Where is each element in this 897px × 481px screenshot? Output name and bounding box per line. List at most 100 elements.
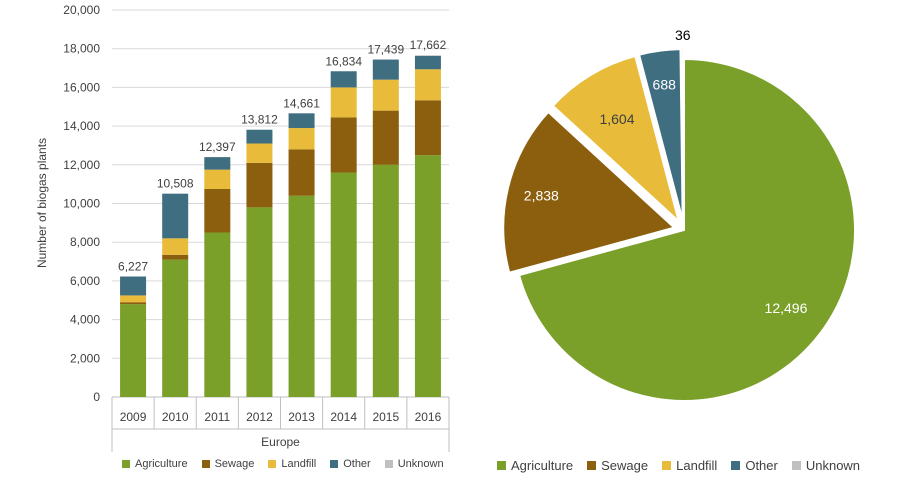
y-tick-label: 18,000 xyxy=(63,42,100,56)
y-tick-label: 20,000 xyxy=(63,3,100,17)
y-tick-label: 4,000 xyxy=(70,313,100,327)
bar-segment-agriculture xyxy=(372,164,399,397)
y-tick-label: 12,000 xyxy=(63,158,100,172)
bar-segment-agriculture xyxy=(162,259,189,397)
bar-segment-other xyxy=(288,113,315,129)
legend-label: Other xyxy=(343,458,371,470)
bar-segment-landfill xyxy=(372,79,399,111)
bar-segment-unknown xyxy=(414,55,441,56)
legend-label: Agriculture xyxy=(135,458,188,470)
bar-total-label: 17,439 xyxy=(367,43,404,57)
bar-segment-other xyxy=(414,55,441,70)
legend-swatch-unknown xyxy=(384,460,393,468)
pie-slice-agriculture xyxy=(517,57,856,402)
pie-data-label-sewage: 2,838 xyxy=(524,187,559,203)
legend-label: Agriculture xyxy=(511,458,574,473)
pie-data-label-other: 688 xyxy=(653,77,677,93)
bar-total-label: 16,834 xyxy=(325,54,362,68)
legend-item-sewage: Sewage xyxy=(587,458,648,473)
bar-segment-other xyxy=(372,59,399,80)
legend-label: Sewage xyxy=(214,458,255,470)
legend-swatch-other xyxy=(330,460,339,468)
bar-segment-sewage xyxy=(330,117,357,173)
legend-label: Unknown xyxy=(397,458,444,470)
bar-segment-landfill xyxy=(414,69,441,101)
bar-segment-sewage xyxy=(120,302,147,305)
bar-segment-other xyxy=(204,157,231,170)
bar-segment-sewage xyxy=(372,110,399,165)
y-tick-label: 2,000 xyxy=(70,351,100,365)
bar-segment-agriculture xyxy=(288,195,315,397)
legend-item-other: Other xyxy=(330,458,371,470)
bar-total-label: 14,661 xyxy=(283,96,320,110)
y-tick-label: 6,000 xyxy=(70,274,100,288)
x-tick-label: 2012 xyxy=(246,410,273,424)
legend-item-unknown: Unknown xyxy=(791,458,861,473)
legend-item-agriculture: Agriculture xyxy=(497,458,573,473)
bar-segment-landfill xyxy=(288,128,315,150)
x-axis-title: Europe xyxy=(261,435,300,449)
x-tick-label: 2014 xyxy=(330,410,357,424)
legend-label: Other xyxy=(745,458,778,473)
bar-segment-agriculture xyxy=(246,207,273,397)
pie-data-label-unknown: 36 xyxy=(675,27,691,43)
y-tick-label: 0 xyxy=(93,390,100,404)
legend-item-sewage: Sewage xyxy=(201,458,255,470)
legend-swatch-landfill xyxy=(662,461,672,470)
bar-segment-landfill xyxy=(204,169,231,189)
pie-chart: 12,496 2,838 1,604 688 36 xyxy=(502,27,856,402)
y-tick-label: 16,000 xyxy=(63,80,100,94)
legend-swatch-sewage xyxy=(587,461,597,470)
x-tick-label: 2011 xyxy=(204,410,230,424)
bar-total-label: 12,397 xyxy=(199,140,236,154)
bar-segment-landfill xyxy=(246,143,273,163)
legend-swatch-landfill xyxy=(268,460,277,468)
y-tick-label: 10,000 xyxy=(63,197,100,211)
legend-label: Sewage xyxy=(601,458,649,473)
x-tick-label: 2015 xyxy=(372,410,399,424)
bar-segment-other xyxy=(120,276,147,296)
pie-data-label-agriculture: 12,496 xyxy=(765,300,808,316)
pie-slice-sewage xyxy=(502,110,677,274)
legend-item-other: Other xyxy=(731,458,778,473)
bar-segment-other xyxy=(246,129,273,144)
legend-label: Unknown xyxy=(805,458,861,473)
pie-chart-legend: Agriculture Sewage Landfill Other Unknown xyxy=(497,458,874,473)
x-tick-label: 2010 xyxy=(162,410,189,424)
legend-item-landfill: Landfill xyxy=(662,458,717,473)
bar-total-label: 17,662 xyxy=(410,38,447,52)
bar-segment-other xyxy=(330,71,357,88)
x-tick-label: 2009 xyxy=(120,410,147,424)
bar-total-label: 6,227 xyxy=(118,260,148,274)
bar-total-label: 10,508 xyxy=(157,177,194,191)
bar-segment-agriculture xyxy=(330,172,357,397)
y-axis-title: Number of biogas plants xyxy=(35,138,49,268)
x-tick-label: 2013 xyxy=(288,410,315,424)
pie-slice-landfill xyxy=(551,54,681,225)
pie-slice-other xyxy=(637,48,684,221)
legend-swatch-unknown xyxy=(791,461,801,470)
bar-segment-sewage xyxy=(162,254,189,260)
bar-segment-landfill xyxy=(120,295,147,303)
legend-label: Landfill xyxy=(281,458,317,470)
bar-total-label: 13,812 xyxy=(241,113,278,127)
legend-item-landfill: Landfill xyxy=(268,458,316,470)
bar-chart: 0 2,000 4,000 6,000 8,000 10,000 12,000 14,000 1… xyxy=(35,3,450,452)
bar-segment-other xyxy=(162,193,189,239)
y-tick-label: 8,000 xyxy=(70,235,100,249)
legend-label: Landfill xyxy=(676,458,718,473)
bar-segment-landfill xyxy=(330,87,357,118)
legend-swatch-agriculture xyxy=(122,460,130,468)
bar-segment-sewage xyxy=(246,162,273,208)
x-tick-label: 2016 xyxy=(415,410,442,424)
bar-chart-legend: Agriculture Sewage Landfill Other Unknown xyxy=(122,458,458,470)
bar-segment-agriculture xyxy=(204,232,231,397)
bar-segment-sewage xyxy=(204,188,231,233)
bar-segment-agriculture xyxy=(414,155,441,397)
legend-swatch-agriculture xyxy=(497,461,506,470)
pie-slice-unknown xyxy=(680,48,685,221)
bar-segment-sewage xyxy=(414,100,441,156)
y-tick-label: 14,000 xyxy=(63,119,100,133)
legend-item-unknown: Unknown xyxy=(384,458,444,470)
